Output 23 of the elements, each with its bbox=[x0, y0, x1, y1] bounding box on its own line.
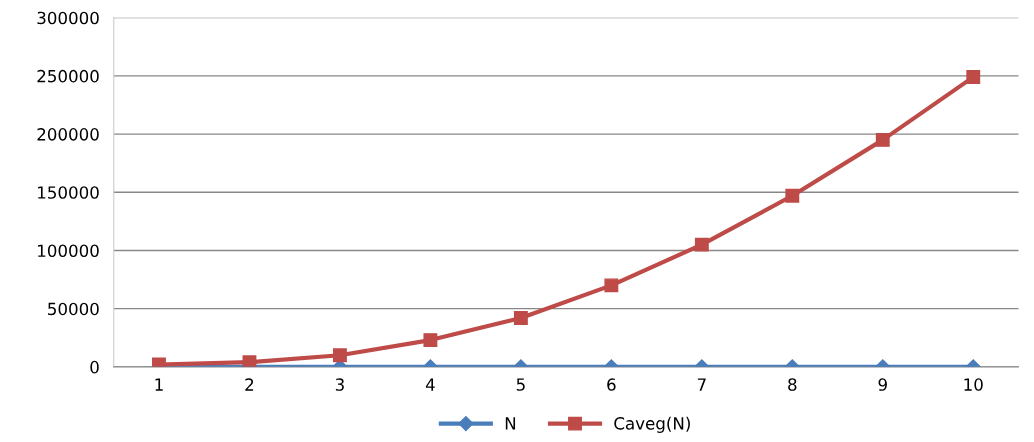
y-tick-label: 200000 bbox=[37, 128, 99, 141]
legend-label: N bbox=[505, 417, 516, 430]
x-tick-label: 9 bbox=[878, 378, 887, 391]
x-tick-label: 10 bbox=[964, 378, 983, 391]
y-tick-label: 100000 bbox=[38, 244, 99, 258]
y-tick-label: 300000 bbox=[37, 11, 99, 25]
x-tick-label: 2 bbox=[245, 378, 254, 391]
legend-label: Caveg(N) bbox=[614, 416, 690, 433]
x-tick-label: 8 bbox=[788, 378, 797, 391]
x-tick-label: 3 bbox=[335, 378, 344, 391]
point bbox=[785, 188, 800, 203]
point bbox=[694, 237, 709, 252]
y-tick-label: 0 bbox=[90, 360, 99, 374]
x-tick-label: 5 bbox=[516, 378, 525, 391]
y-tick-label: 250000 bbox=[37, 69, 99, 83]
y-tick-label: 50000 bbox=[48, 302, 99, 316]
x-tick-label: 1 bbox=[155, 378, 163, 391]
x-tick-label: 7 bbox=[697, 378, 706, 391]
point bbox=[966, 70, 981, 84]
point bbox=[875, 132, 890, 147]
x-tick-label: 6 bbox=[607, 378, 616, 391]
x-tick-label: 4 bbox=[425, 378, 435, 391]
y-tick-label: 150000 bbox=[38, 186, 99, 199]
